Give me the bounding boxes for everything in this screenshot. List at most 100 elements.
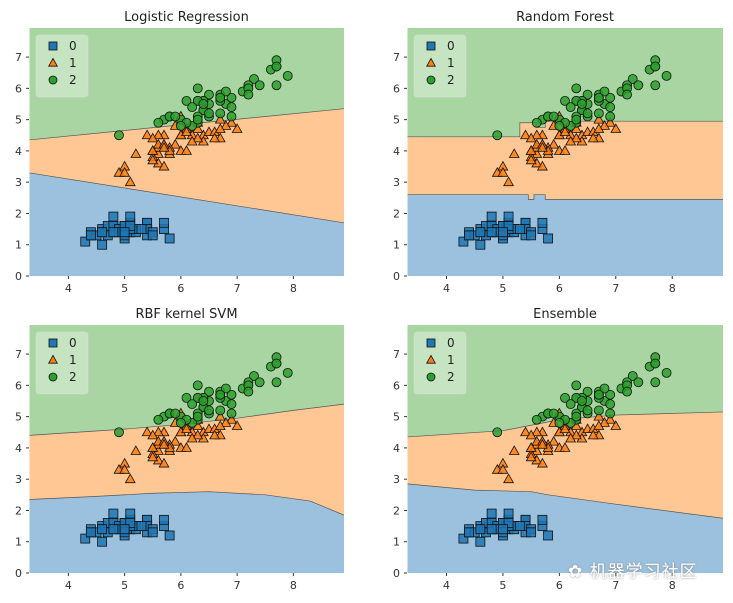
point-class-2	[571, 411, 582, 422]
point-class-0	[97, 536, 108, 547]
point-class-2	[226, 102, 237, 113]
point-class-0	[503, 508, 514, 519]
point-class-1	[525, 145, 537, 155]
point-class-1	[124, 473, 136, 484]
point-class-0	[475, 536, 486, 547]
point-class-1	[536, 457, 548, 468]
point-class-2	[181, 95, 192, 106]
wechat-icon: ✿	[568, 562, 590, 582]
point-class-2	[114, 130, 124, 141]
point-class-0	[125, 518, 136, 528]
y-tick-label: 0	[393, 567, 400, 580]
y-tick-label: 2	[15, 207, 22, 220]
x-tick-label: 7	[612, 579, 619, 592]
legend-circle-icon	[48, 372, 58, 382]
point-class-2	[215, 108, 226, 119]
y-tick-label: 0	[15, 270, 22, 283]
point-class-1	[214, 410, 226, 421]
point-class-2	[192, 114, 203, 125]
point-class-2	[650, 377, 661, 388]
point-class-1	[599, 417, 610, 427]
chart-title: Logistic Regression	[124, 10, 249, 25]
point-class-1	[124, 176, 136, 187]
point-class-2	[187, 399, 198, 410]
point-class-1	[536, 160, 548, 171]
y-tick-label: 3	[393, 176, 400, 189]
legend-label: 2	[447, 73, 455, 87]
watermark: ✿ 机器学习社区	[568, 562, 698, 582]
point-class-0	[475, 239, 486, 250]
point-class-1	[604, 116, 616, 127]
point-class-0	[526, 230, 537, 241]
point-class-2	[226, 408, 237, 419]
point-class-0	[537, 217, 548, 228]
point-class-1	[610, 420, 622, 430]
point-class-1	[565, 432, 577, 443]
legend-triangle-icon	[426, 57, 436, 67]
point-class-1	[158, 160, 170, 171]
point-class-1	[497, 166, 509, 177]
boundary-lower	[407, 194, 723, 200]
region-class-0	[407, 483, 723, 573]
point-class-2	[605, 408, 616, 419]
point-class-2	[565, 399, 576, 410]
chart-title: RBF kernel SVM	[135, 307, 237, 322]
y-tick-label: 2	[393, 207, 400, 220]
point-class-2	[582, 405, 593, 416]
point-class-1	[548, 138, 560, 149]
point-class-2	[565, 102, 576, 113]
point-class-1	[152, 426, 164, 437]
point-class-1	[119, 463, 131, 474]
x-tick-label: 4	[65, 579, 72, 592]
point-class-1	[192, 132, 204, 143]
x-tick-label: 6	[177, 579, 184, 592]
point-class-1	[158, 438, 170, 449]
x-tick-label: 5	[121, 579, 128, 592]
y-tick-label: 0	[15, 567, 22, 580]
panel-2: 4 5 6 7 8 0 1 2 3 4 5 6 7 Random Forest 0 1 2	[393, 10, 723, 295]
x-tick-label: 5	[121, 282, 128, 295]
y-tick-label: 4	[393, 442, 400, 455]
point-class-2	[282, 367, 293, 378]
x-tick-label: 7	[234, 579, 241, 592]
legend-triangle-icon	[48, 354, 58, 364]
x-tick-label: 6	[556, 282, 563, 295]
point-class-0	[537, 514, 548, 525]
panel-3: 4 5 6 7 8 0 1 2 3 4 5 6 7 RBF kernel SVM 0 1 2	[15, 307, 344, 592]
point-class-0	[503, 211, 514, 222]
point-class-1	[181, 423, 192, 434]
y-tick-label: 1	[393, 536, 400, 549]
point-class-1	[559, 126, 571, 137]
legend-label: 2	[447, 370, 455, 384]
point-class-2	[605, 102, 616, 113]
point-class-2	[577, 396, 587, 406]
x-tick-label: 6	[556, 579, 563, 592]
y-tick-label: 7	[393, 348, 400, 361]
point-class-1	[147, 442, 159, 452]
x-tick-label: 4	[65, 282, 72, 295]
point-class-0	[486, 524, 497, 535]
point-class-2	[622, 386, 632, 397]
point-class-2	[254, 80, 265, 91]
point-class-0	[498, 524, 508, 535]
y-tick-label: 6	[393, 379, 400, 392]
y-tick-label: 3	[15, 176, 22, 189]
point-class-1	[158, 457, 170, 468]
x-tick-label: 6	[177, 282, 184, 295]
point-class-2	[531, 414, 542, 425]
point-class-0	[464, 230, 474, 241]
point-class-2	[215, 405, 226, 416]
point-class-1	[531, 129, 543, 140]
point-class-1	[130, 445, 142, 455]
point-class-2	[554, 417, 565, 428]
legend-box	[35, 34, 89, 98]
point-class-2	[243, 386, 254, 397]
y-tick-label: 7	[393, 51, 400, 64]
y-tick-label: 4	[15, 145, 22, 158]
point-class-1	[231, 123, 243, 133]
point-class-1	[593, 410, 605, 421]
point-class-1	[226, 116, 237, 127]
point-class-2	[114, 427, 124, 438]
point-class-1	[593, 420, 605, 430]
point-class-2	[187, 102, 198, 113]
